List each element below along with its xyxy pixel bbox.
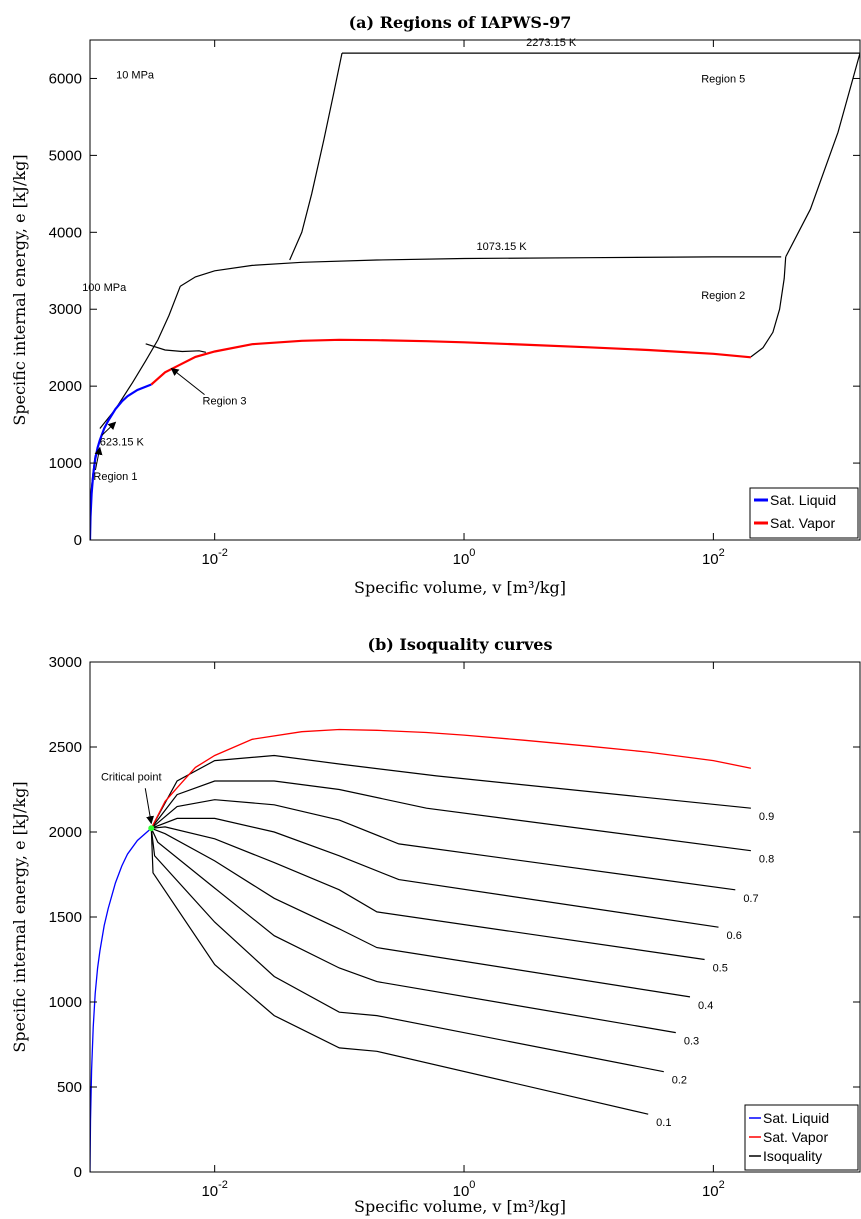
panel-a-plot-area: 10-2 100 102 0 1000 2000 3000 4000 5000 6000 2273.… — [49, 37, 860, 568]
isoquality-label: 0.8 — [759, 854, 774, 866]
panel-a-ytick-label: 2000 — [49, 378, 82, 395]
boundary-region-2-right — [750, 256, 787, 358]
panel-b-ylabel: Specific internal energy, e [kJ/kg] — [10, 781, 29, 1052]
panel-a-ytick-label: 1000 — [49, 455, 82, 472]
boundary-region-1-boundary — [99, 285, 181, 429]
critical-point-arrow — [144, 788, 155, 825]
panel-b-axes-box — [89, 661, 861, 1173]
panel-a-curves — [90, 52, 860, 540]
annotation-1073-15-k: 1073.15 K — [476, 241, 527, 253]
isoquality-curve-0.8 — [150, 780, 751, 852]
boundary-region-5-right — [785, 52, 860, 258]
panel-a-title: (a) Regions of IAPWS-97 — [349, 13, 572, 32]
isoquality-label: 0.2 — [672, 1075, 687, 1087]
panel-b: (b) Isoquality curves 0.9 0.8 0.7 0.6 0.5 0.4… — [10, 635, 861, 1216]
series-sat-vapor — [150, 338, 752, 386]
legend-label-sat-liquid-b: Sat. Liquid — [763, 1110, 829, 1126]
boundary-isobar-10mpa — [289, 52, 343, 261]
legend-label-sat-liquid: Sat. Liquid — [770, 492, 836, 508]
isoquality-curve-0.1 — [150, 828, 649, 1115]
panel-a-ytick-label: 5000 — [49, 147, 82, 164]
panel-a-xtick-label: 102 — [702, 547, 725, 568]
panel-b-legend-box — [744, 1104, 859, 1171]
panel-b-ytick-label: 1000 — [49, 994, 82, 1011]
panel-b-ytick-label: 500 — [57, 1079, 82, 1096]
annotation-2273-15-k: 2273.15 K — [526, 37, 577, 49]
panel-a-ytick-label: 6000 — [49, 70, 82, 87]
boundary-region-3-top — [145, 343, 207, 353]
panel-a-legend: Sat. Liquid Sat. Vapor — [749, 487, 859, 539]
annotation-region-5: Region 5 — [701, 73, 745, 85]
panel-a: (a) Regions of IAPWS-97 10-2 100 102 0 1000 2… — [10, 13, 861, 597]
annotation-10-mpa: 10 MPa — [116, 69, 155, 81]
panel-b-title: (b) Isoquality curves — [368, 635, 553, 654]
panel-a-ytick-label: 4000 — [49, 224, 82, 241]
critical-point-label: Critical point — [101, 771, 162, 783]
panel-a-legend-box — [749, 487, 859, 539]
series-sat-vapor-b — [150, 728, 752, 829]
panel-b-ytick-label: 2000 — [49, 824, 82, 841]
isoquality-label: 0.7 — [743, 893, 758, 905]
panel-b-xtick-label: 102 — [702, 1179, 725, 1200]
panel-a-xtick-label: 100 — [453, 547, 476, 568]
panel-b-curves — [90, 728, 752, 1172]
series-sat-liquid — [90, 383, 152, 540]
panel-b-legend: Sat. Liquid Sat. Vapor Isoquality — [744, 1104, 859, 1171]
annotation-region-2: Region 2 — [701, 290, 745, 302]
isoquality-curve-0.6 — [151, 817, 719, 928]
isoquality-label: 0.4 — [698, 1000, 713, 1012]
panel-a-ytick-label: 3000 — [49, 301, 82, 318]
annotation-region-1: Region 1 — [93, 471, 137, 483]
isoquality-curve-0.9 — [150, 754, 751, 829]
panel-b-ytick-label: 0 — [74, 1164, 82, 1181]
annotation-623-15-k: 623.15 K — [100, 436, 145, 448]
panel-a-ylabel: Specific internal energy, e [kJ/kg] — [10, 154, 29, 425]
isoquality-label: 0.1 — [656, 1117, 671, 1129]
boundary-region-2-upper — [179, 256, 782, 287]
annotation-arrow — [101, 421, 117, 436]
annotation-region-3: Region 3 — [203, 396, 247, 408]
annotation-arrow — [94, 446, 103, 471]
isoquality-label: 0.6 — [727, 930, 742, 942]
isoquality-curve-0.7 — [150, 799, 736, 891]
panel-a-xlabel: Specific volume, v [m³/kg] — [354, 578, 566, 597]
critical-point-marker — [148, 825, 155, 832]
isoquality-curve-0.3 — [150, 828, 676, 1034]
isoquality-label: 0.9 — [759, 811, 774, 823]
panel-b-xtick-label: 10-2 — [201, 1179, 227, 1200]
isoquality-label: 0.5 — [713, 963, 728, 975]
panel-a-ytick-label: 0 — [74, 532, 82, 549]
isoquality-curve-0.2 — [150, 828, 664, 1073]
panel-a-xtick-label: 10-2 — [201, 547, 227, 568]
legend-label-sat-vapor: Sat. Vapor — [770, 515, 835, 531]
panel-b-ytick-label: 1500 — [49, 909, 82, 926]
panel-a-axes-box — [89, 39, 861, 541]
annotation-arrow — [170, 367, 205, 396]
isoquality-curve-0.5 — [151, 826, 705, 961]
series-sat-liquid-b — [90, 827, 152, 1172]
isoquality-label: 0.3 — [684, 1036, 699, 1048]
isoquality-curve-0.4 — [151, 827, 691, 998]
legend-label-sat-vapor-b: Sat. Vapor — [763, 1129, 828, 1145]
panel-b-xlabel: Specific volume, v [m³/kg] — [354, 1197, 566, 1216]
panel-b-ytick-label: 2500 — [49, 739, 82, 756]
panel-b-ytick-label: 3000 — [49, 654, 82, 671]
annotation-100-mpa: 100 MPa — [82, 282, 127, 294]
panel-b-plot-area: 0.90.80.70.60.50.40.30.20.110-2 100 102050… — [49, 654, 860, 1200]
legend-label-isoquality: Isoquality — [763, 1148, 822, 1164]
